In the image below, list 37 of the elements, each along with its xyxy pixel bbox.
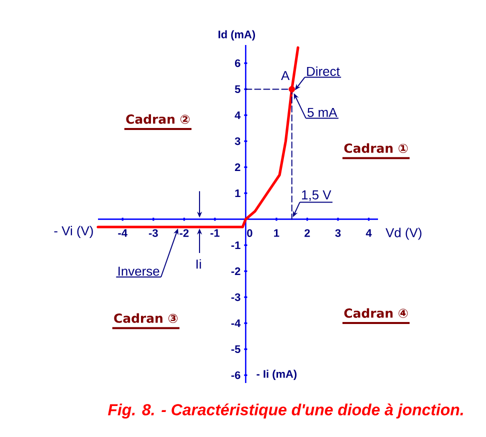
y-tick-label: 3 <box>234 137 240 146</box>
y-tick-label: 6 <box>234 59 240 68</box>
line-series <box>96 46 300 228</box>
annotation: 1,5 V <box>302 190 332 201</box>
x-tick-label: -3 <box>148 229 158 237</box>
annotation: - Ii (mA) <box>256 370 297 380</box>
annotation: A <box>281 71 290 80</box>
y-tick-label: -3 <box>231 293 240 302</box>
annotation: Ii <box>196 259 201 269</box>
annotation: Inverse <box>118 266 160 276</box>
annotation: 5 mA <box>308 108 338 117</box>
annotation: Cadran ① <box>344 143 408 153</box>
y-tick-label: 4 <box>234 111 241 119</box>
y-tick-label: -2 <box>231 267 240 276</box>
x-tick-label: 1 <box>274 229 280 237</box>
annotation: Direct <box>307 66 340 76</box>
y-tick-label: -1 <box>231 241 240 249</box>
x-tick-label: 3 <box>335 229 341 237</box>
x-tick-label: -4 <box>118 229 128 237</box>
annotation: Cadran ④ <box>344 308 408 318</box>
x-tick-label: -1 <box>210 229 220 237</box>
annotation: Cadran ② <box>126 114 190 124</box>
y-tick-label: -5 <box>231 345 240 354</box>
x-tick-label: 4 <box>366 229 372 237</box>
x-axis-title: Vd (V) <box>386 228 422 240</box>
y-tick-label: 2 <box>234 163 240 172</box>
x-tick-label: 2 <box>304 229 310 237</box>
y-axis-title: Id (mA) <box>218 30 256 40</box>
text: - Vi (V) <box>54 226 93 238</box>
x-tick-label: -2 <box>180 229 189 237</box>
y-tick-label: -6 <box>231 371 240 380</box>
annotation: Cadran ③ <box>114 313 178 323</box>
y-tick-label: 1 <box>235 189 240 197</box>
y-tick-label: -4 <box>231 319 241 327</box>
x-tick-label: 0 <box>247 229 252 237</box>
y-tick-label: 5 <box>234 85 240 94</box>
text: Fig. 8. - Caractéristique d'une diode à jonction. <box>108 404 463 419</box>
